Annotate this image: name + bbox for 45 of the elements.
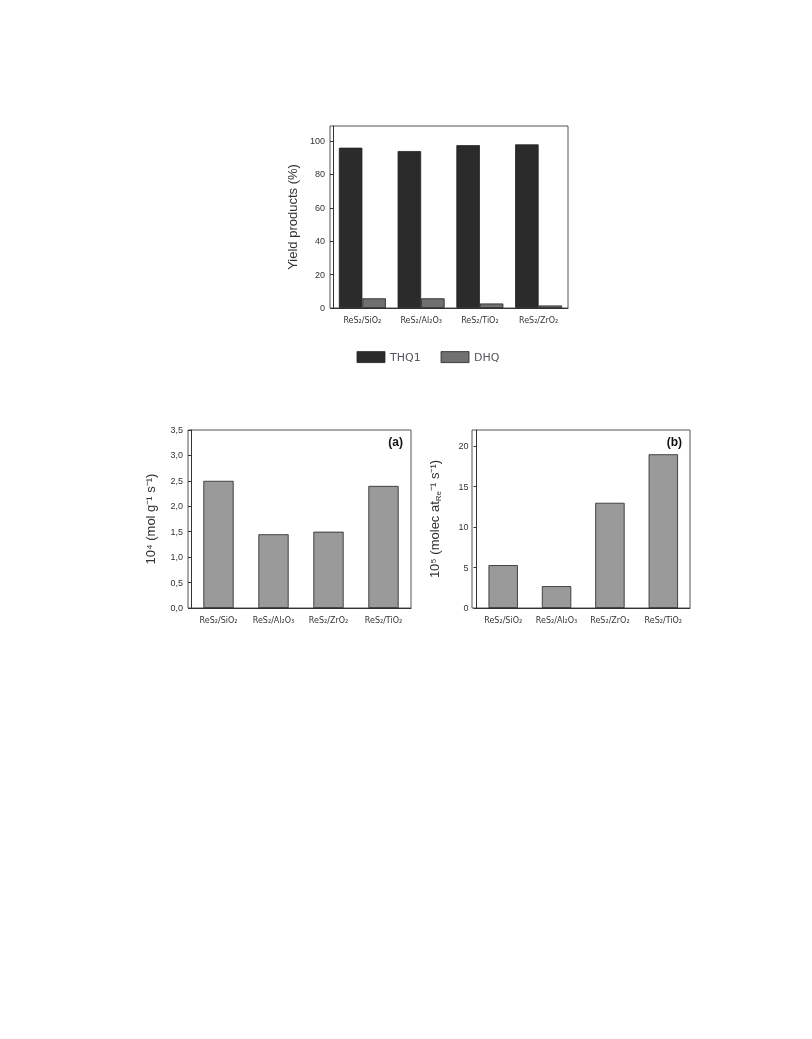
y-tick-label: 3,5 (170, 425, 183, 435)
x-tick-label: ReS₂/SiO₂ (484, 615, 523, 625)
y-tick-label: 60 (314, 202, 325, 213)
legend-label: THQ1 (388, 350, 421, 364)
y-tick-label: 2,0 (170, 501, 183, 512)
bar (258, 534, 289, 608)
annotation: (b) (666, 435, 683, 449)
x-tick-label: ReS₂/Al₂O₃ (535, 615, 578, 625)
bar (541, 586, 572, 608)
y-tick-label: 100 (309, 136, 325, 147)
x-tick-label: ReS₂/TiO₂ (461, 315, 499, 325)
x-tick-label: ReS₂/TiO₂ (644, 615, 683, 625)
bar (313, 531, 344, 608)
y-tick-label: 3,0 (170, 450, 183, 461)
y-tick-label: 2,5 (170, 475, 183, 486)
y-tick-label: 20 (314, 269, 325, 280)
y-tick-label: 0 (463, 603, 469, 613)
y-tick-label: 20 (458, 441, 469, 452)
x-tick-label: ReS₂/Al₂O₃ (252, 615, 295, 625)
x-tick-label: ReS₂/TiO₂ (364, 615, 403, 625)
y-tick-label: 5 (463, 562, 469, 573)
bar (595, 502, 625, 608)
annotation: (a) (388, 435, 404, 449)
x-tick-label: ReS₂/ZrO₂ (518, 315, 559, 325)
x-tick-label: ReS₂/SiO₂ (199, 615, 238, 625)
y-axis-title: 10⁴ (mol g⁻¹ s⁻¹) (143, 473, 158, 565)
y-tick-label: 80 (314, 169, 325, 180)
x-tick-label: ReS₂/SiO₂ (343, 315, 382, 325)
y-axis-title: Yield products (%) (285, 164, 300, 270)
bar (648, 454, 678, 608)
bar (203, 480, 234, 608)
x-tick-label: ReS₂/ZrO₂ (308, 615, 349, 625)
x-tick-label: ReS₂/Al₂O₃ (400, 315, 442, 325)
y-tick-label: 0,5 (170, 577, 183, 588)
bar (488, 565, 518, 608)
y-tick-label: 1,0 (170, 552, 183, 563)
x-tick-label: ReS₂/ZrO₂ (590, 615, 630, 625)
y-tick-label: 15 (458, 481, 469, 492)
legend-label: DHQ (474, 350, 500, 364)
bar (368, 485, 399, 608)
y-tick-label: 0,0 (170, 603, 183, 613)
y-tick-label: 0 (319, 303, 325, 313)
y-tick-label: 10 (458, 522, 469, 533)
y-tick-label: 1,5 (170, 526, 183, 537)
y-tick-label: 40 (314, 236, 325, 247)
